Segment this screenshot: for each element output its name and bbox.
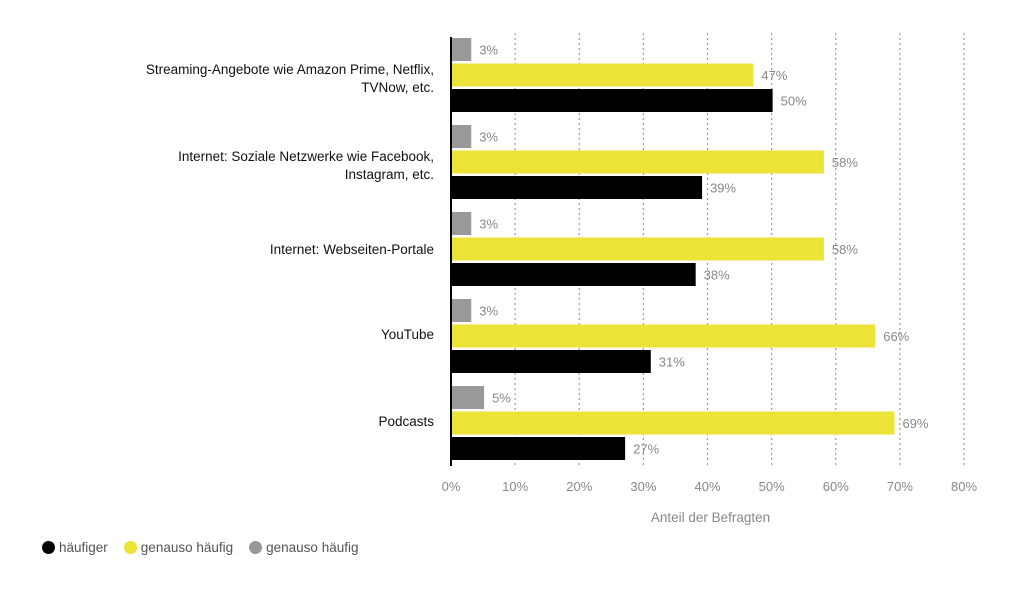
data-label: 58% (832, 242, 858, 257)
category-label-line: Internet: Webseiten-Portale (269, 242, 434, 257)
bar-genauso-yellow (452, 411, 895, 435)
legend-item-genauso-gray: genauso häufig (249, 540, 358, 555)
bar-haeufiger (452, 350, 651, 373)
bar-genauso-yellow (452, 237, 824, 261)
category-label-line: YouTube (380, 327, 434, 342)
data-label: 3% (479, 217, 498, 232)
data-label: 3% (479, 304, 498, 319)
data-label: 69% (902, 416, 928, 431)
data-label: 50% (781, 94, 807, 109)
legend-swatch (123, 541, 137, 554)
legend-item-genauso-yellow: genauso häufig (123, 540, 234, 555)
legend-label: häufiger (59, 540, 108, 555)
bar-genauso-gray (452, 212, 472, 235)
data-label: 3% (479, 43, 498, 58)
category-label: Internet: Webseiten-Portale (270, 241, 434, 259)
bar-genauso-yellow (452, 324, 876, 348)
data-label: 47% (761, 68, 787, 83)
data-label: 58% (832, 155, 858, 170)
x-axis-title: Anteil der Befragten (651, 510, 770, 525)
bar-genauso-gray (452, 299, 472, 322)
x-tick-label: 80% (951, 479, 977, 494)
bar-genauso-gray (452, 38, 472, 61)
bar-genauso-yellow (452, 63, 754, 87)
data-label: 39% (710, 181, 736, 196)
legend-swatch (42, 541, 55, 554)
category-label: YouTube (381, 326, 434, 344)
x-tick-label: 20% (566, 479, 592, 494)
x-tick-label: 70% (887, 479, 913, 494)
data-label: 66% (883, 329, 909, 344)
x-tick-label: 0% (442, 479, 461, 494)
bar-haeufiger (452, 263, 696, 286)
legend-label: genauso häufig (140, 540, 234, 555)
data-label: 31% (659, 355, 685, 370)
data-label: 3% (479, 130, 498, 145)
legend-swatch (249, 541, 263, 554)
bar-haeufiger (452, 176, 703, 199)
category-label-line: Instagram, etc. (344, 167, 434, 182)
category-label-line: Podcasts (378, 414, 434, 429)
category-label: Streaming-Angebote wie Amazon Prime, Net… (146, 61, 434, 97)
category-label-line: Streaming-Angebote wie Amazon Prime, Net… (145, 62, 434, 77)
category-label: Podcasts (378, 413, 434, 431)
bar-genauso-gray (452, 125, 472, 148)
x-tick-label: 30% (630, 479, 656, 494)
bar-genauso-yellow (452, 150, 824, 174)
bar-haeufiger (452, 437, 626, 460)
legend-item-haeufiger: häufiger (42, 540, 108, 555)
x-tick-label: 50% (759, 479, 785, 494)
x-tick-label: 10% (502, 479, 528, 494)
x-tick-label: 60% (823, 479, 849, 494)
x-tick-label: 40% (694, 479, 720, 494)
category-label-line: TVNow, etc. (361, 80, 434, 95)
category-label-line: Internet: Soziale Netzwerke wie Facebook… (178, 149, 434, 164)
data-label: 38% (704, 268, 730, 283)
category-label: Internet: Soziale Netzwerke wie Facebook… (178, 148, 434, 184)
bar-genauso-gray (452, 386, 485, 409)
bar-haeufiger (452, 89, 773, 112)
data-label: 27% (633, 442, 659, 457)
legend-label: genauso häufig (266, 540, 359, 555)
data-label: 5% (492, 391, 511, 406)
legend: häufiger genauso häufig genauso häufig (42, 540, 358, 555)
